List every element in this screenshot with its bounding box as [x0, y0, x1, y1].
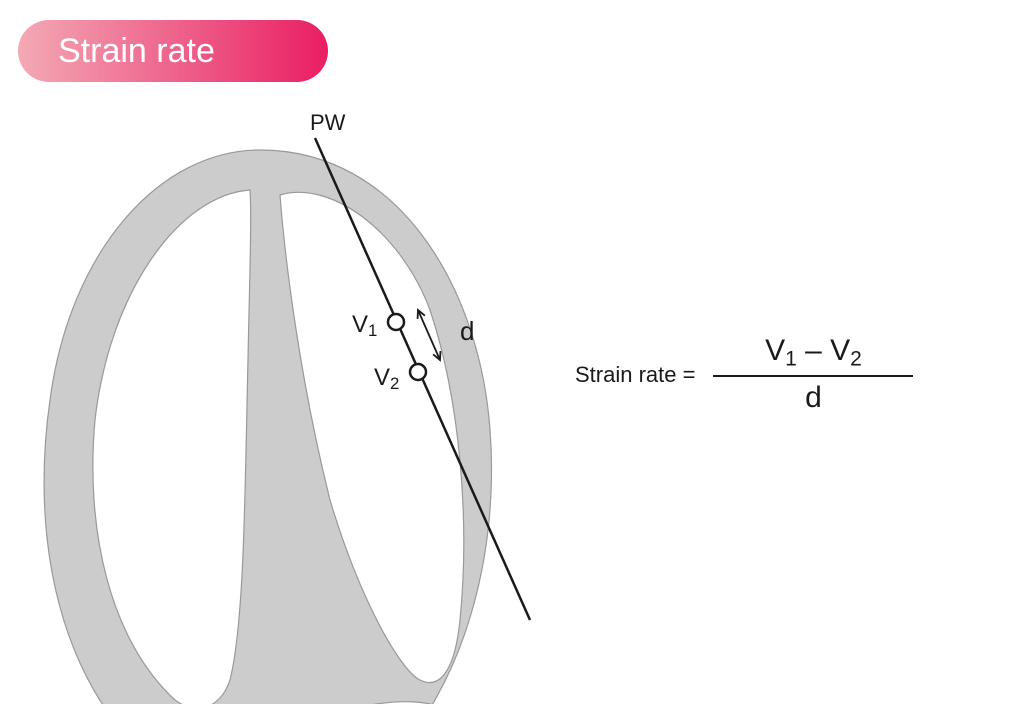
v1-label-v: V	[352, 311, 368, 338]
point-v2	[410, 364, 426, 380]
v2-label-sub: 2	[390, 374, 399, 393]
v1-label-sub: 1	[368, 321, 377, 340]
v2-label: V2	[374, 364, 399, 394]
v1-label: V1	[352, 311, 377, 341]
formula-denominator: d	[795, 377, 832, 419]
num-sub1: 1	[785, 347, 797, 370]
heart-shape	[44, 150, 491, 704]
num-v1: V	[765, 334, 785, 367]
formula-lhs: Strain rate =	[575, 362, 695, 388]
pw-label: PW	[310, 110, 345, 136]
v2-label-v: V	[374, 364, 390, 391]
strain-rate-formula: Strain rate = V1 – V2 d	[575, 330, 913, 419]
num-minus: –	[797, 334, 830, 367]
num-sub2: 2	[850, 347, 862, 370]
point-v1	[388, 314, 404, 330]
num-v2: V	[830, 334, 850, 367]
d-label: d	[460, 316, 474, 347]
formula-fraction: V1 – V2 d	[713, 330, 913, 419]
formula-numerator: V1 – V2	[755, 330, 872, 375]
